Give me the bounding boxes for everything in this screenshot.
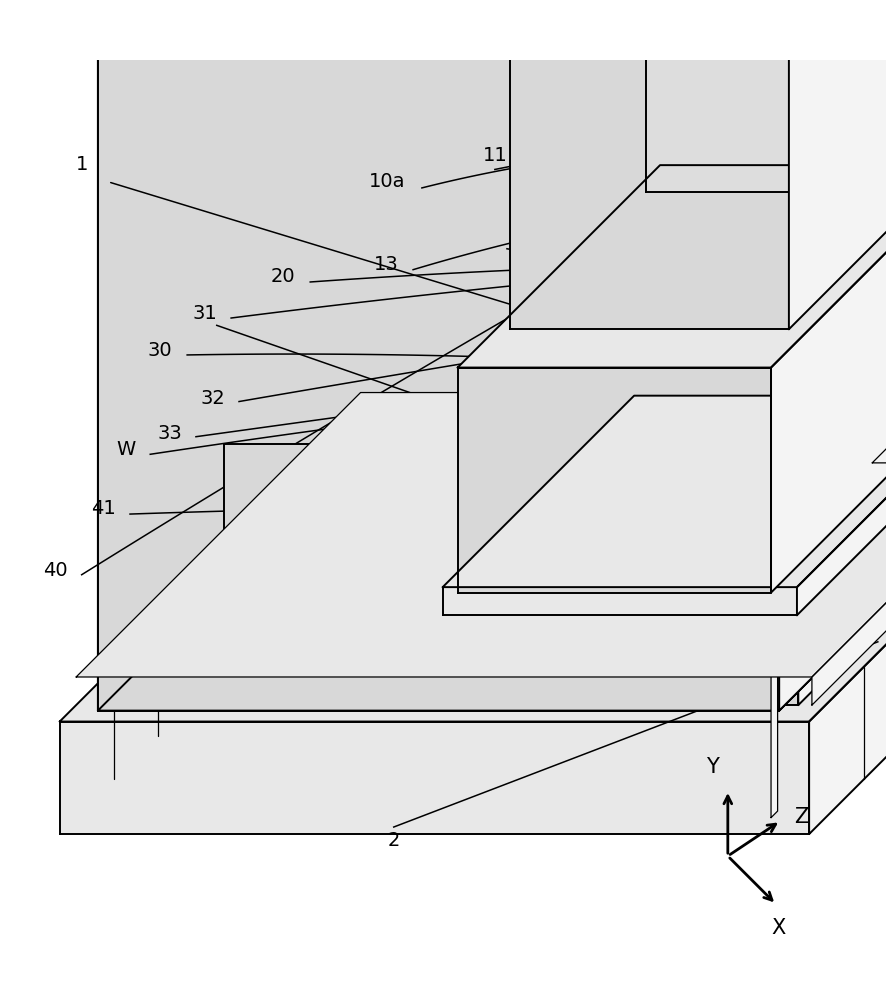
Polygon shape (98, 585, 893, 711)
Text: 10: 10 (821, 521, 846, 540)
Polygon shape (812, 393, 893, 705)
Polygon shape (443, 587, 797, 615)
Text: 40: 40 (43, 561, 68, 580)
Polygon shape (771, 165, 893, 593)
Polygon shape (104, 325, 893, 621)
Polygon shape (647, 0, 893, 192)
Polygon shape (443, 396, 893, 587)
Polygon shape (98, 0, 867, 7)
Text: 20: 20 (271, 267, 296, 286)
Polygon shape (510, 0, 893, 48)
Text: 11: 11 (482, 146, 507, 165)
Polygon shape (98, 0, 186, 711)
Polygon shape (798, 325, 893, 705)
Polygon shape (780, 0, 867, 711)
Text: W: W (116, 440, 135, 459)
Polygon shape (510, 48, 789, 329)
Polygon shape (457, 165, 893, 368)
Polygon shape (771, 670, 778, 818)
Polygon shape (238, 459, 893, 472)
Polygon shape (60, 722, 809, 834)
Text: Y: Y (705, 757, 719, 777)
Text: 12: 12 (528, 134, 553, 153)
Polygon shape (166, 530, 847, 543)
Text: 1: 1 (76, 155, 88, 174)
Text: 33: 33 (157, 424, 182, 443)
Polygon shape (104, 621, 798, 705)
Polygon shape (809, 393, 893, 834)
Text: 41: 41 (91, 499, 116, 518)
Text: 13: 13 (770, 281, 795, 300)
Polygon shape (842, 212, 893, 437)
Polygon shape (224, 444, 893, 585)
Polygon shape (878, 0, 893, 514)
Polygon shape (834, 530, 847, 571)
Polygon shape (872, 375, 893, 463)
Polygon shape (388, 393, 893, 506)
Text: 13: 13 (374, 255, 399, 274)
Text: X: X (772, 918, 786, 938)
Polygon shape (789, 0, 893, 329)
Text: 10a: 10a (369, 172, 405, 191)
Text: 32: 32 (200, 389, 225, 408)
Polygon shape (457, 368, 771, 593)
Text: Z: Z (794, 807, 808, 827)
Polygon shape (797, 396, 893, 615)
Polygon shape (98, 7, 780, 711)
Polygon shape (60, 393, 893, 722)
Text: 31: 31 (192, 304, 217, 323)
Polygon shape (842, 92, 893, 212)
Polygon shape (780, 444, 893, 711)
Text: 30: 30 (147, 341, 172, 360)
Text: 2: 2 (388, 831, 400, 850)
Polygon shape (76, 393, 893, 677)
